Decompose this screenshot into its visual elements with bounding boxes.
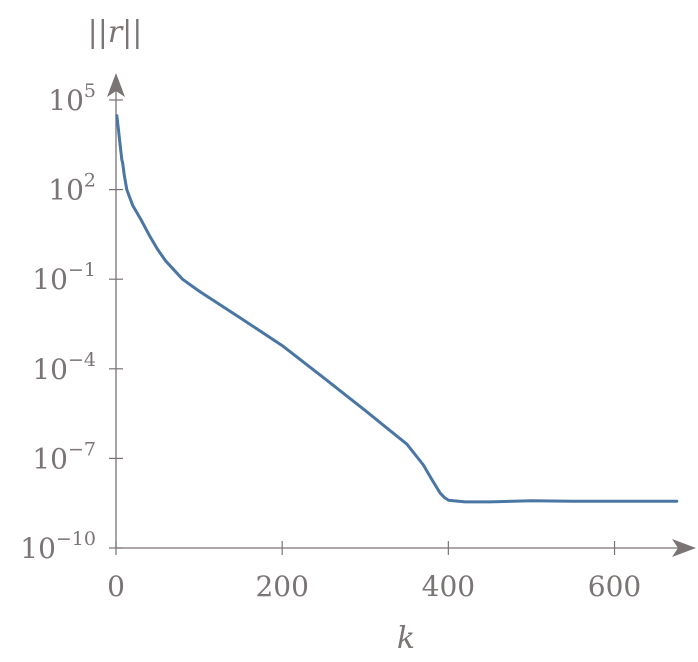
y-axis-arrow-icon xyxy=(107,73,125,97)
y-tick-base: 10 xyxy=(32,263,68,296)
residual-series-line xyxy=(115,114,679,504)
y-tick-label: 10−10 xyxy=(20,528,96,565)
y-tick-label: 10−7 xyxy=(32,438,96,475)
x-tick-label: 400 xyxy=(422,570,475,603)
y-tick-exponent: 5 xyxy=(84,80,96,102)
y-tick-base: 10 xyxy=(32,353,68,386)
y-tick-base: 10 xyxy=(48,84,84,117)
x-axis-title: k xyxy=(397,621,415,656)
y-tick-label: 105 xyxy=(48,80,96,117)
series-group xyxy=(115,114,679,504)
y-tick-label: 102 xyxy=(48,170,96,207)
y-tick-base: 10 xyxy=(32,442,68,475)
x-axis-arrow-icon xyxy=(672,539,696,557)
x-tick-label: 200 xyxy=(255,570,308,603)
y-tick-exponent: −4 xyxy=(68,349,96,371)
y-tick-label: 10−4 xyxy=(32,349,96,386)
y-tick-exponent: −1 xyxy=(68,259,96,281)
y-tick-base: 10 xyxy=(20,532,56,565)
y-tick-exponent: 2 xyxy=(84,170,96,192)
axes xyxy=(107,73,696,557)
x-tick-label: 600 xyxy=(588,570,641,603)
x-tick-label: 0 xyxy=(107,570,125,603)
y-tick-base: 10 xyxy=(48,174,84,207)
y-tick-label: 10−1 xyxy=(32,259,96,296)
y-tick-exponent: −7 xyxy=(68,438,96,460)
y-axis-title: ||r|| xyxy=(88,15,143,50)
y-tick-exponent: −10 xyxy=(56,528,96,550)
